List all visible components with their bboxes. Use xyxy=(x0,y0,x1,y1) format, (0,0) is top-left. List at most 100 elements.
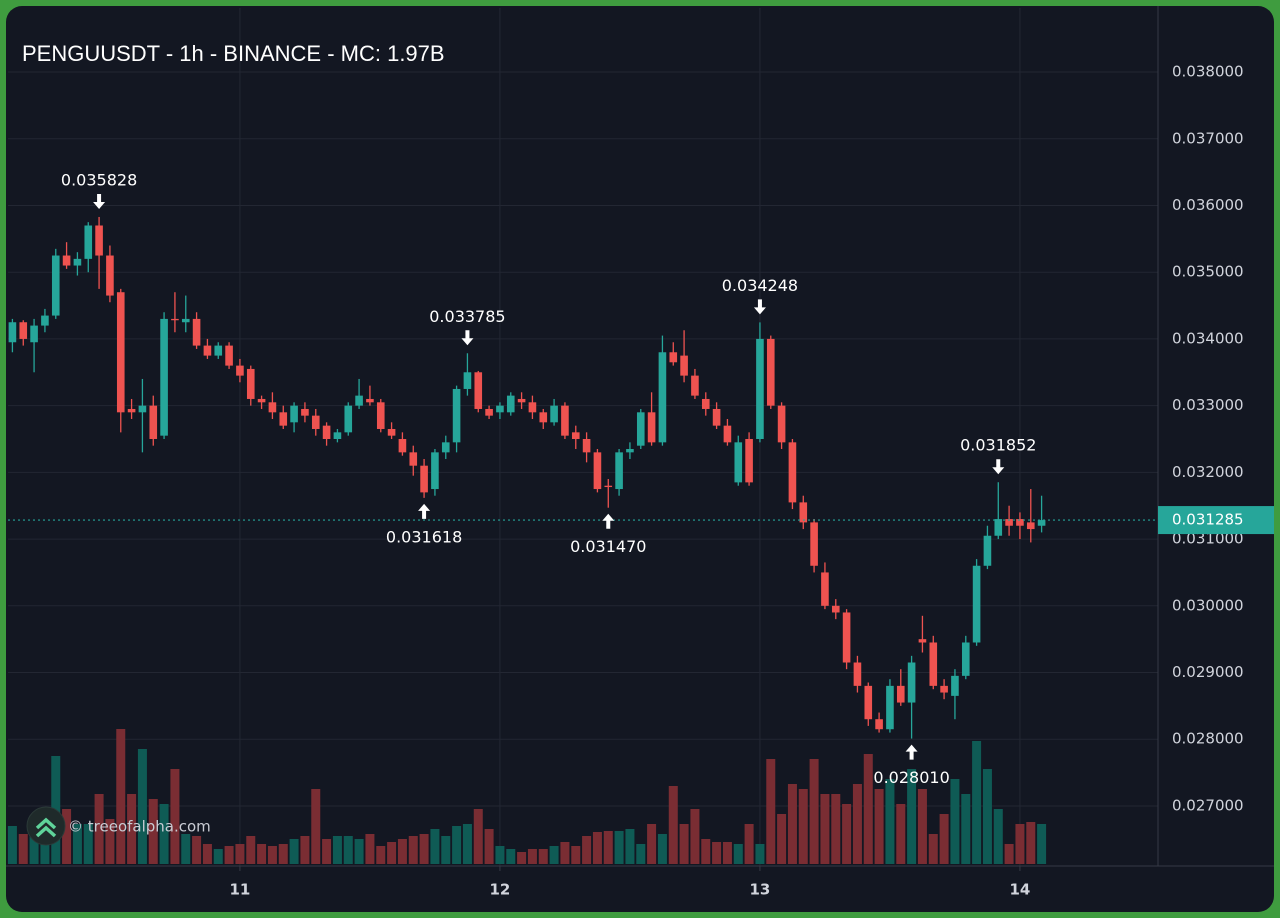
volume-bar xyxy=(1037,824,1047,864)
extreme-marker xyxy=(602,513,615,529)
volume-bar xyxy=(127,794,137,864)
volume-bar xyxy=(603,831,613,864)
candle-body xyxy=(1037,520,1046,526)
volume-bar xyxy=(62,809,72,864)
last-price-tag xyxy=(1158,506,1274,535)
grid xyxy=(8,8,1158,866)
arrow-down xyxy=(992,459,1005,475)
volume-bar xyxy=(148,799,158,864)
candle-body xyxy=(496,405,504,413)
y-tick-label: 0.034000 xyxy=(1172,329,1244,347)
y-tick-label: 0.035000 xyxy=(1172,263,1244,281)
candle-body xyxy=(257,398,266,403)
candle-body xyxy=(961,642,970,676)
volume-bar xyxy=(636,844,646,864)
volume-bar xyxy=(982,769,992,864)
volume-bar xyxy=(462,824,472,864)
volume-bar xyxy=(7,826,17,864)
volume-bar xyxy=(722,842,732,864)
candle-body xyxy=(712,408,721,426)
volume-bar xyxy=(213,849,223,864)
y-tick-label: 0.038000 xyxy=(1172,63,1244,81)
candle-body xyxy=(95,225,103,256)
x-tick-label: 13 xyxy=(749,881,770,899)
volume-bar xyxy=(311,789,321,864)
volume-bar xyxy=(592,832,602,864)
candle-body xyxy=(582,439,591,453)
candle-body xyxy=(636,412,645,446)
volume-bar xyxy=(517,852,527,864)
candle-body xyxy=(766,338,775,406)
candle-body xyxy=(604,485,613,488)
candle-body xyxy=(474,372,483,409)
last-price-label: 0.031285 xyxy=(1172,511,1244,529)
candle-body xyxy=(853,662,862,686)
candle-body xyxy=(463,372,472,389)
volume-bar xyxy=(668,786,678,864)
candle-body xyxy=(246,368,255,399)
candle-body xyxy=(777,405,786,443)
extreme-label: 0.033785 xyxy=(429,307,505,326)
volume-bar xyxy=(202,844,212,864)
candle-body xyxy=(864,685,873,720)
y-tick-label: 0.036000 xyxy=(1172,196,1244,214)
candle-body xyxy=(138,405,147,413)
volume-bar xyxy=(917,789,927,864)
y-tick-label: 0.028000 xyxy=(1172,730,1244,748)
candle-body xyxy=(842,612,851,663)
volume-bar xyxy=(354,839,364,864)
candle-body xyxy=(691,375,699,396)
candle-body xyxy=(236,365,244,376)
candle-body xyxy=(810,522,818,566)
candle-body xyxy=(1026,522,1035,530)
candle-body xyxy=(84,225,93,259)
volume-bar xyxy=(560,842,570,864)
volume-bar xyxy=(365,834,375,864)
volume-bar xyxy=(170,769,180,864)
watermark: © treeofalpha.com xyxy=(68,818,211,836)
volume-bar xyxy=(1026,822,1036,864)
candle-body xyxy=(8,322,17,343)
candle-body xyxy=(799,502,808,523)
volume-bar xyxy=(159,804,169,864)
volume-bar xyxy=(993,809,1003,864)
x-tick-label: 12 xyxy=(489,881,510,899)
candle-body xyxy=(788,442,797,503)
volume-bar xyxy=(105,819,115,864)
candle-body xyxy=(441,442,450,453)
volume-bar xyxy=(267,846,277,864)
candle-body xyxy=(30,325,38,343)
candle-body xyxy=(918,639,927,643)
volume-bar xyxy=(495,846,505,864)
x-tick-label: 11 xyxy=(229,881,250,899)
candle-body xyxy=(225,345,233,366)
watermark-logo xyxy=(26,806,66,846)
volume-bar xyxy=(246,836,256,864)
candle-body xyxy=(615,452,623,490)
candle-body xyxy=(431,452,439,490)
candle-body xyxy=(626,449,634,453)
candle-body xyxy=(539,412,548,423)
volume-bar xyxy=(755,844,765,864)
candle-body xyxy=(550,405,558,423)
volume-bar xyxy=(896,804,906,864)
x-tick-label: 14 xyxy=(1010,881,1031,899)
volume-bar xyxy=(733,844,743,864)
candle-body xyxy=(831,605,840,613)
volume-bar xyxy=(961,794,971,864)
candle-body xyxy=(929,642,938,686)
volume-bar xyxy=(950,779,960,864)
candle-body xyxy=(972,565,981,643)
volume-bar xyxy=(928,834,938,864)
candle-body xyxy=(322,425,331,440)
candle-body xyxy=(192,318,201,346)
y-tick-label: 0.029000 xyxy=(1172,663,1244,681)
candle-body xyxy=(528,402,537,413)
candle-body xyxy=(571,432,580,440)
volume-bar xyxy=(657,834,667,864)
volume-bar xyxy=(278,844,288,864)
volume-bar xyxy=(192,836,202,864)
candle-body xyxy=(387,428,396,436)
chart-title: PENGUUSDT - 1h - BINANCE - MC: 1.97B xyxy=(22,41,445,66)
candle-body xyxy=(951,675,959,696)
